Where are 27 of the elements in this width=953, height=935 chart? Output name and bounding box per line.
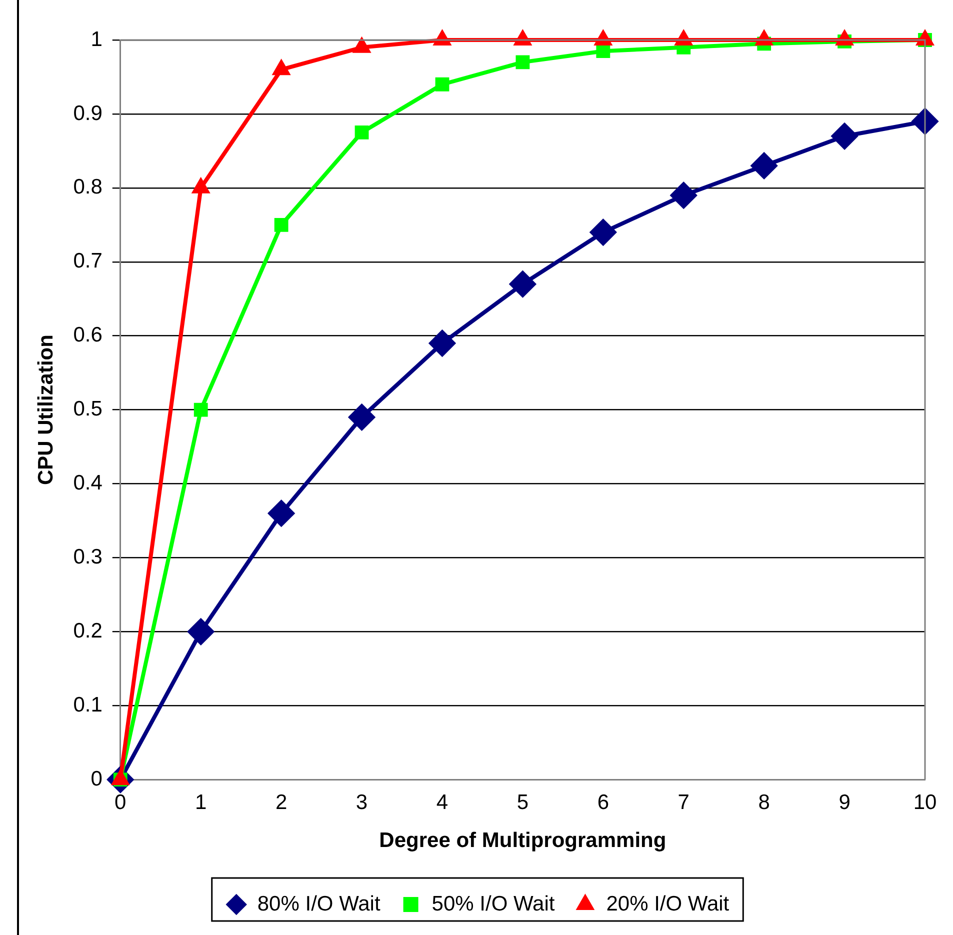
y-tick-label: 0.7 [73, 250, 102, 273]
y-tick-label: 0 [90, 767, 102, 790]
x-tick-label: 5 [516, 790, 529, 814]
x-tick-label: 9 [838, 790, 850, 814]
x-tick-label: 10 [913, 790, 937, 814]
y-tick-label: 0.1 [73, 693, 102, 716]
x-tick-label: 4 [436, 790, 448, 814]
x-tick-label: 1 [195, 790, 207, 814]
legend-label: 20% I/O Wait [606, 892, 730, 916]
legend-label: 80% I/O Wait [257, 892, 380, 916]
y-tick-label: 0.6 [73, 324, 102, 347]
x-tick-label: 0 [114, 790, 126, 814]
y-tick-label: 0.2 [73, 619, 102, 642]
legend-label: 50% I/O Wait [432, 892, 555, 916]
x-tick-label: 2 [275, 790, 288, 814]
y-tick-label: 0.9 [73, 102, 102, 125]
y-tick-label: 1 [90, 28, 102, 51]
x-tick-label: 8 [758, 790, 770, 814]
y-axis-title: CPU Utilization [34, 334, 58, 486]
y-tick-label: 0.8 [73, 176, 102, 199]
y-tick-label: 0.5 [73, 398, 102, 421]
x-axis-title: Degree of Multiprogramming [379, 829, 666, 852]
x-tick-label: 7 [678, 790, 690, 814]
x-tick-label: 3 [356, 790, 368, 814]
x-tick-label: 6 [597, 790, 609, 814]
y-tick-label: 0.3 [73, 546, 102, 569]
y-tick-label: 0.4 [73, 472, 103, 495]
